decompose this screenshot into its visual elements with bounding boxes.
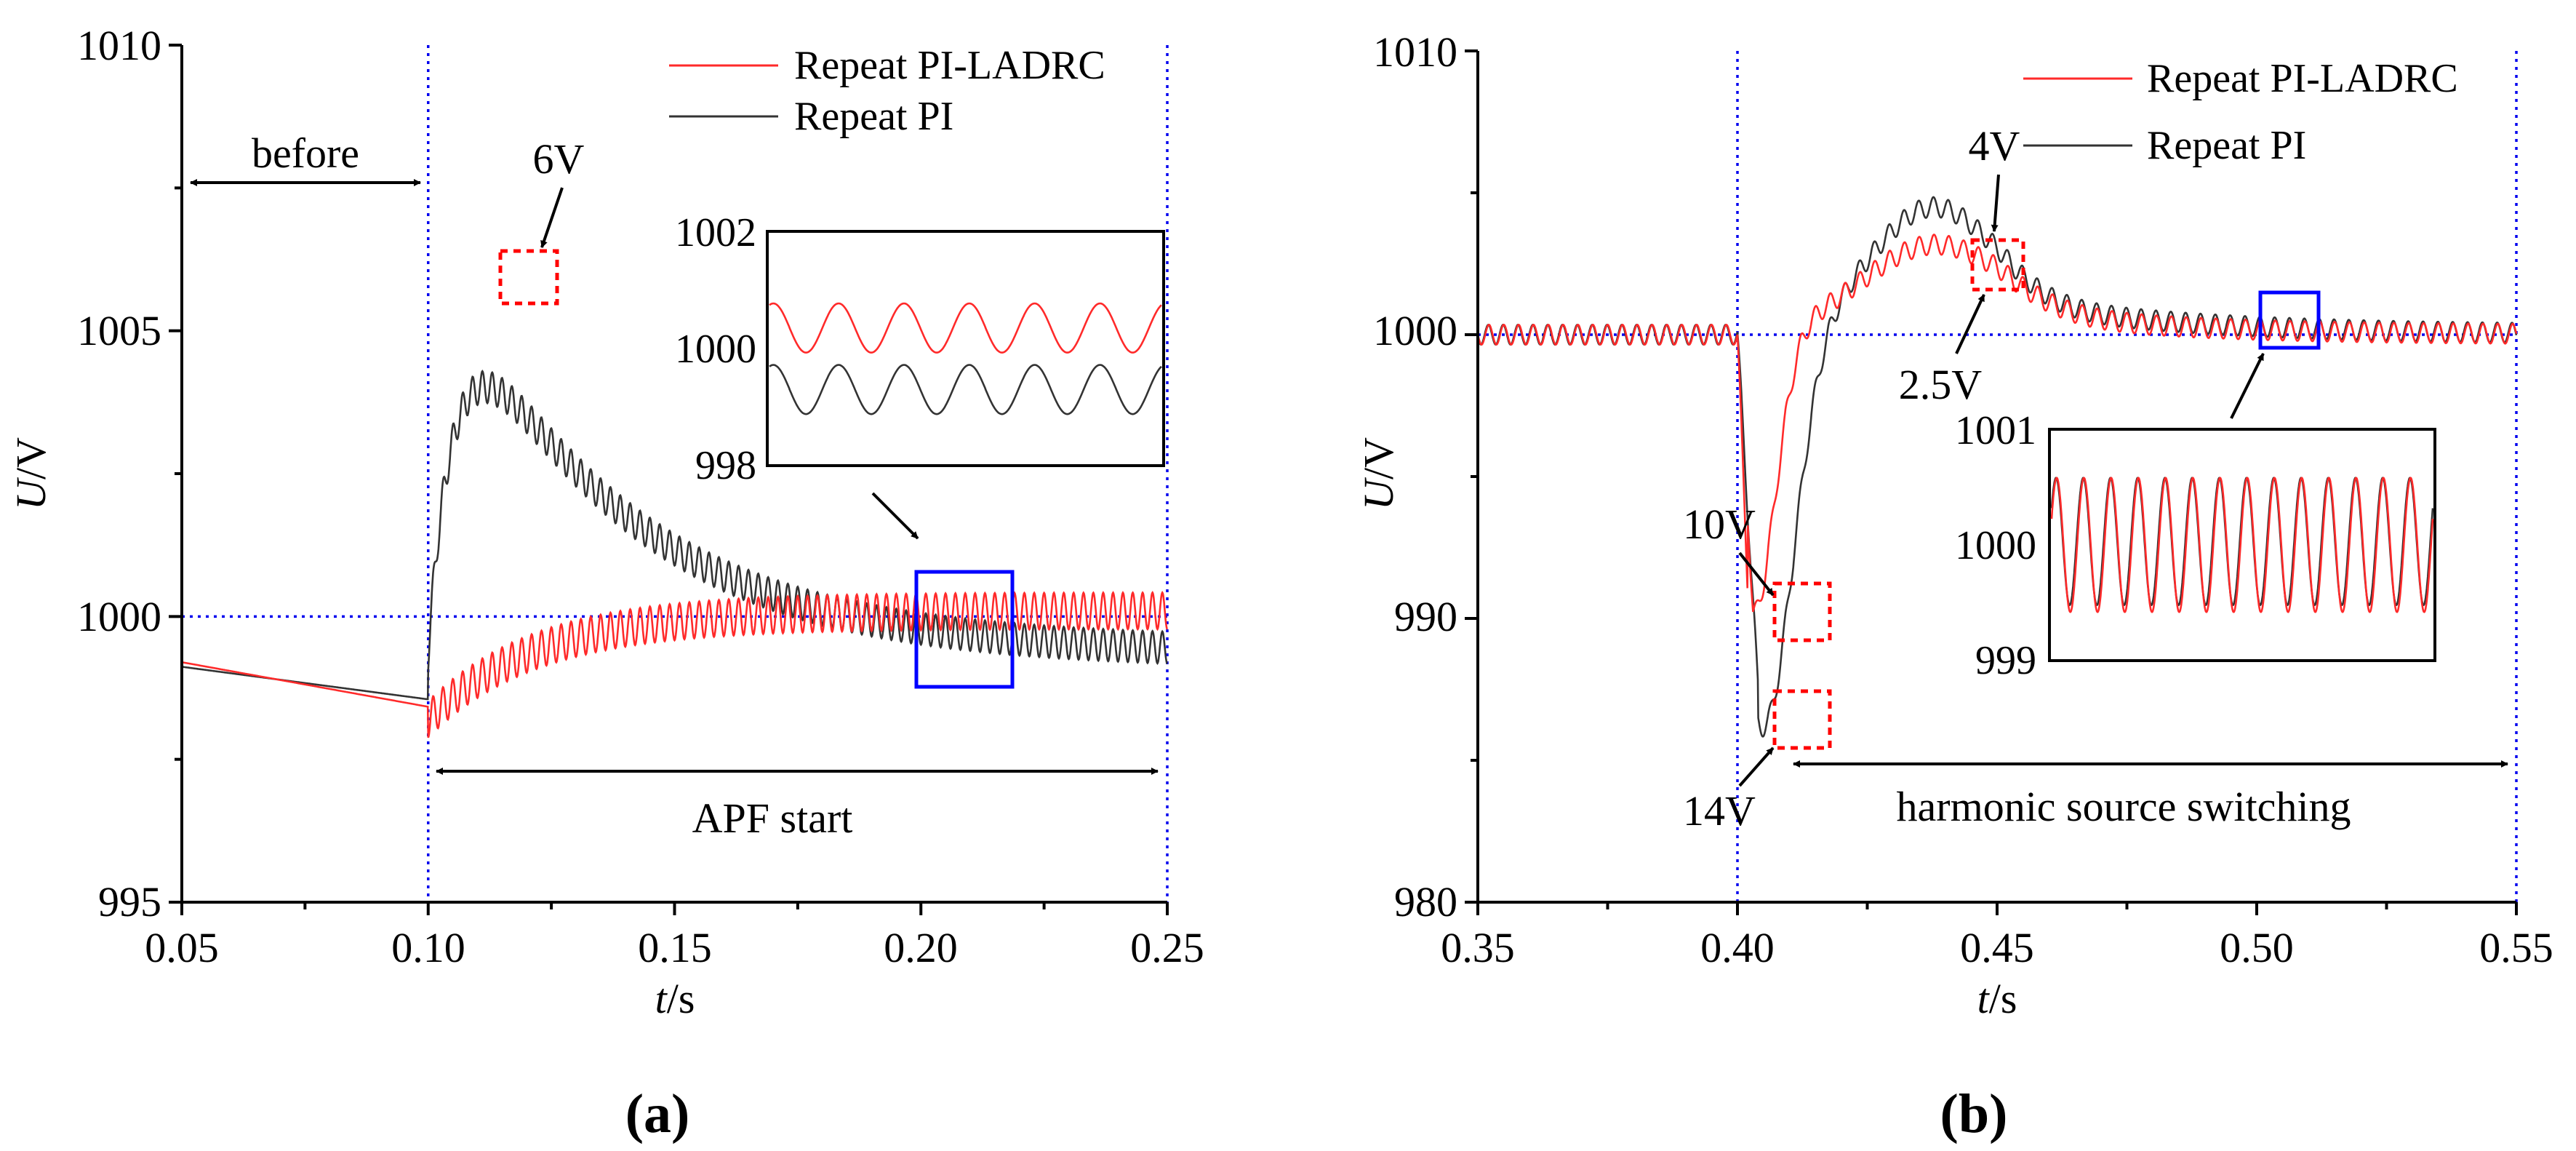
a-ytick-label: 1010 <box>77 22 161 69</box>
b-legend-label-ladrc: Repeat PI-LADRC <box>2147 56 2458 101</box>
a-ytick-label: 1005 <box>77 307 161 354</box>
b-switching-label: harmonic source switching <box>1897 783 2351 830</box>
b-inset-ytick-label: 1001 <box>1955 408 2036 453</box>
b-overshoot-arrow-pi <box>1991 174 2000 232</box>
a-inset-ytick-label: 1002 <box>675 210 756 255</box>
b-x-axis-title: t/s <box>1977 975 2017 1022</box>
b-overshoot-box <box>1970 238 2025 292</box>
b-dip-arrow-pi <box>1738 746 1775 787</box>
a-x-axis-title: t/s <box>655 975 695 1022</box>
a-xtick-label: 0.20 <box>884 924 958 971</box>
b-inset-ytick-labels: 1001 1000 999 <box>1955 408 2036 683</box>
a-overshoot-label: 6V <box>533 135 585 183</box>
b-xtick-label: 0.55 <box>2479 924 2553 971</box>
a-xtick-label: 0.05 <box>145 924 219 971</box>
a-legend-label-pi: Repeat PI <box>794 94 953 139</box>
b-ticks <box>1465 49 2518 915</box>
a-panel-label: (a) <box>625 1083 690 1144</box>
b-dip-label-ladrc: 10V <box>1683 501 1756 548</box>
b-ytick-label: 1000 <box>1373 307 1457 354</box>
panel-b: 980 990 1000 1010 0.35 0.40 0.45 0.50 0.… <box>1355 28 2553 1144</box>
b-inset-series-repeat-pi-ladrc <box>2050 477 2434 613</box>
b-zoom-arrow <box>2230 353 2265 419</box>
b-ytick-labels: 980 990 1000 1010 <box>1373 28 1457 925</box>
b-ytick-label: 1010 <box>1373 28 1457 76</box>
b-dip-arrow-ladrc <box>1738 551 1775 597</box>
a-before-label-bg <box>240 132 371 176</box>
b-xtick-labels: 0.35 0.40 0.45 0.50 0.55 <box>1441 924 2553 971</box>
a-ytick-label: 1000 <box>77 593 161 640</box>
b-zoom-box <box>2258 290 2321 350</box>
a-xtick-label: 0.10 <box>391 924 465 971</box>
a-xtick-labels: 0.05 0.10 0.15 0.20 0.25 <box>145 924 1204 971</box>
b-dip-box-pi <box>1772 689 1832 750</box>
b-ytick-label: 980 <box>1394 878 1457 925</box>
a-overshoot-arrow <box>540 187 564 248</box>
a-zoom-arrow <box>871 492 919 540</box>
b-overshoot-label-ladrc: 2.5V <box>1899 361 1983 408</box>
a-inset-ytick-label: 1000 <box>675 327 756 372</box>
b-legend-label-pi: Repeat PI <box>2147 123 2306 168</box>
a-series-repeat-pi-ladrc <box>181 591 1169 738</box>
b-overshoot-arrow-ladrc <box>1955 294 1985 354</box>
b-series-repeat-pi-ladrc <box>1476 234 2518 613</box>
panel-a: 995 1000 1005 1010 0.05 0.10 0.15 0.20 0… <box>7 22 1204 1144</box>
a-y-axis-title: U/V <box>7 437 55 510</box>
b-panel-label: (b) <box>1940 1083 2008 1144</box>
a-zoom-box <box>914 570 1015 689</box>
b-dip-label-pi: 14V <box>1683 787 1756 835</box>
a-ytick-label: 995 <box>98 878 161 925</box>
b-inset-frame <box>2048 428 2436 662</box>
b-xtick-label: 0.40 <box>1700 924 1775 971</box>
a-inset-series-repeat-pi <box>769 364 1162 415</box>
a-legend-label-ladrc: Repeat PI-LADRC <box>794 43 1105 88</box>
b-xtick-label: 0.35 <box>1441 924 1515 971</box>
b-overshoot-label-pi: 4V <box>1969 122 2020 170</box>
a-inset-frame <box>766 230 1165 467</box>
a-ticks <box>169 44 1169 915</box>
a-series-repeat-pi <box>181 369 1169 701</box>
a-xtick-label: 0.15 <box>638 924 712 971</box>
a-before-label: before <box>252 130 359 177</box>
b-inset-ytick-label: 1000 <box>1955 523 2036 568</box>
a-xtick-label: 0.25 <box>1130 924 1204 971</box>
b-ytick-label: 990 <box>1394 593 1457 640</box>
a-overshoot-box <box>498 249 559 306</box>
a-inset-ytick-label: 998 <box>695 443 756 488</box>
b-xtick-label: 0.45 <box>1960 924 2034 971</box>
a-inset-ytick-labels: 1002 1000 998 <box>675 210 756 488</box>
b-y-axis-title: U/V <box>1355 437 1402 510</box>
a-ytick-labels: 995 1000 1005 1010 <box>77 22 161 925</box>
b-xtick-label: 0.50 <box>2220 924 2294 971</box>
b-inset-ytick-label: 999 <box>1975 638 2036 683</box>
a-apf-label: APF start <box>692 794 853 842</box>
a-inset-series-repeat-pi-ladrc <box>769 302 1162 354</box>
b-dip-box-ladrc <box>1772 581 1832 642</box>
